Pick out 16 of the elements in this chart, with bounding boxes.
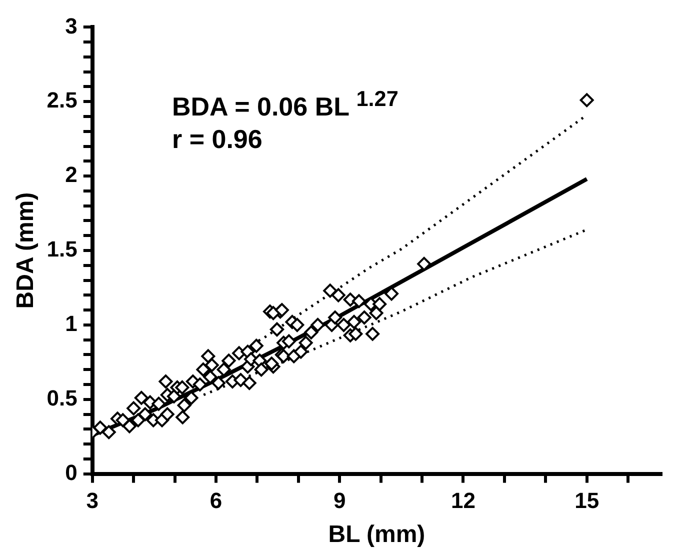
y-tick-label: 3 (65, 13, 78, 38)
x-tick-label: 9 (333, 488, 346, 514)
x-tick-label: 6 (210, 488, 222, 514)
y-tick-label: 1 (65, 310, 78, 336)
x-axis-title: BL (mm) (328, 521, 426, 548)
annotation: r = 0.96 (172, 124, 262, 154)
y-axis-title: BDA (mm) (12, 192, 40, 309)
x-tick-label: 15 (574, 488, 600, 514)
y-tick-label: 0.5 (46, 385, 78, 410)
x-tick-label: 3 (86, 488, 99, 514)
x-tick-label: 12 (450, 488, 476, 514)
y-tick-label: 1.5 (46, 236, 78, 262)
y-tick-label: 0 (65, 460, 78, 485)
y-tick-label: 2 (65, 162, 78, 188)
y-tick-label: 2.5 (46, 88, 78, 113)
annotation: BDA = 0.06 BL $^{1.27}$ (172, 85, 398, 122)
